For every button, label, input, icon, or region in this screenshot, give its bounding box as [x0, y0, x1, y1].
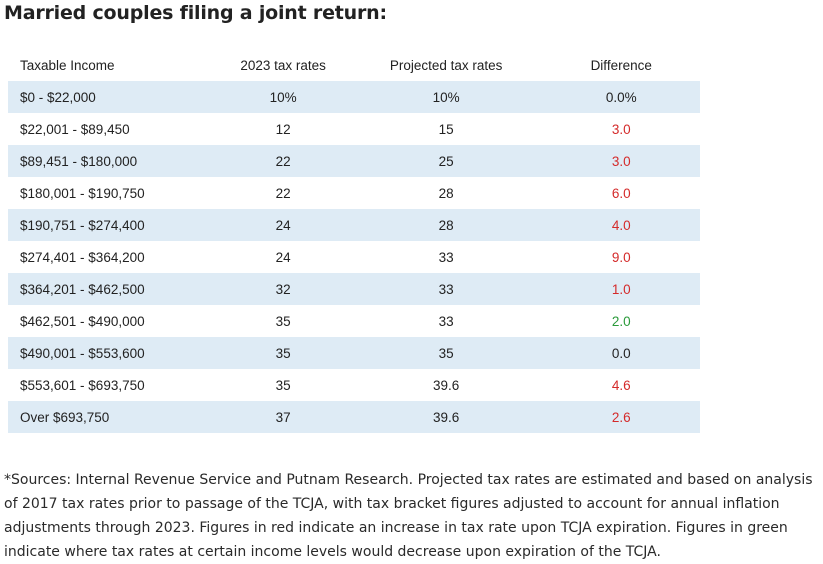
cell-projected-rate: 25	[349, 145, 543, 177]
cell-2023-rate: 10%	[216, 81, 350, 113]
table-row: $190,751 - $274,400 24 28 4.0	[8, 209, 700, 241]
cell-projected-rate: 33	[438, 313, 454, 329]
table-header-row: Taxable Income 2023 tax rates Projected …	[8, 49, 700, 81]
cell-2023-rate: 37	[216, 401, 350, 433]
cell-taxable-income: $462,501 - $490,000	[20, 313, 145, 329]
cell-taxable-income: $190,751 - $274,400	[8, 209, 217, 241]
cell-taxable-income: $274,401 - $364,200	[20, 249, 145, 265]
cell-projected-rate: 10%	[349, 81, 543, 113]
table-row: $89,451 - $180,000 22 25 3.0	[8, 145, 700, 177]
table-row: $553,601 - $693,750 35 39.6 4.6	[8, 369, 700, 401]
page-title: Married couples filing a joint return:	[4, 2, 387, 24]
table-row: $180,001 - $190,750 22 28 6.0	[8, 177, 700, 209]
cell-difference: 6.0	[611, 185, 631, 201]
cell-2023-rate: 22	[275, 185, 291, 201]
table-row: $274,401 - $364,200 24 33 9.0	[8, 241, 700, 273]
cell-taxable-income: Over $693,750	[8, 401, 217, 433]
cell-taxable-income: $22,001 - $89,450	[20, 121, 130, 137]
table-row: Over $693,750 37 39.6 2.6	[8, 401, 700, 433]
cell-difference: 1.0	[542, 273, 700, 305]
cell-difference: 2.0	[611, 313, 631, 329]
sources-footnote: *Sources: Internal Revenue Service and P…	[4, 472, 813, 560]
cell-taxable-income: $553,601 - $693,750	[20, 377, 145, 393]
table-row: $22,001 - $89,450 12 15 3.0	[8, 113, 700, 145]
cell-2023-rate: 32	[216, 273, 350, 305]
column-header-taxable-income: Taxable Income	[20, 57, 115, 73]
cell-difference: 9.0	[611, 249, 631, 265]
cell-2023-rate: 12	[275, 121, 291, 137]
table-row: $490,001 - $553,600 35 35 0.0	[8, 337, 700, 369]
cell-projected-rate: 15	[438, 121, 454, 137]
cell-taxable-income: $364,201 - $462,500	[8, 273, 217, 305]
cell-taxable-income: $180,001 - $190,750	[20, 185, 145, 201]
table-body: $0 - $22,000 10% 10% 0.0% $22,001 - $89,450 1…	[8, 81, 700, 433]
cell-projected-rate: 39.6	[349, 401, 543, 433]
cell-projected-rate: 35	[349, 337, 543, 369]
cell-difference: 3.0	[542, 145, 700, 177]
cell-2023-rate: 35	[275, 377, 291, 393]
cell-difference: 4.6	[611, 377, 631, 393]
cell-taxable-income: $490,001 - $553,600	[8, 337, 217, 369]
cell-projected-rate: 33	[438, 249, 454, 265]
column-header-2023-rates: 2023 tax rates	[240, 57, 326, 73]
cell-2023-rate: 24	[216, 209, 350, 241]
cell-projected-rate: 28	[349, 209, 543, 241]
cell-difference: 0.0	[542, 337, 700, 369]
table-row: $364,201 - $462,500 32 33 1.0	[8, 273, 700, 305]
cell-projected-rate: 39.6	[432, 377, 460, 393]
column-header-difference: Difference	[590, 57, 652, 73]
cell-difference: 0.0%	[542, 81, 700, 113]
cell-difference: 4.0	[542, 209, 700, 241]
cell-2023-rate: 35	[216, 337, 350, 369]
tax-rates-table: Taxable Income 2023 tax rates Projected …	[8, 49, 700, 433]
cell-2023-rate: 35	[275, 313, 291, 329]
table-row: $462,501 - $490,000 35 33 2.0	[8, 305, 700, 337]
cell-2023-rate: 22	[216, 145, 350, 177]
cell-taxable-income: $0 - $22,000	[8, 81, 217, 113]
table-row: $0 - $22,000 10% 10% 0.0%	[8, 81, 700, 113]
cell-difference: 3.0	[611, 121, 631, 137]
cell-projected-rate: 28	[438, 185, 454, 201]
cell-difference: 2.6	[542, 401, 700, 433]
cell-2023-rate: 24	[275, 249, 291, 265]
column-header-projected-rates: Projected tax rates	[389, 57, 503, 73]
cell-projected-rate: 33	[349, 273, 543, 305]
cell-taxable-income: $89,451 - $180,000	[8, 145, 217, 177]
